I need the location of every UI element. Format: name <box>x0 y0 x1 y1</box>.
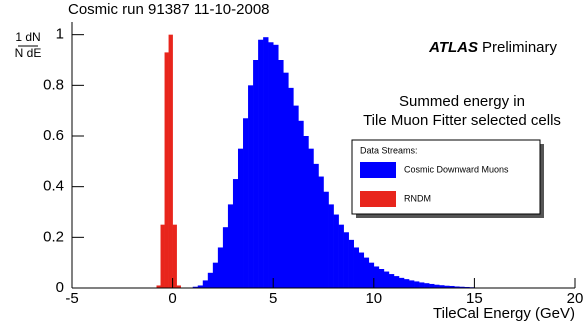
bar <box>217 247 224 288</box>
bar <box>176 285 181 288</box>
annotation: Tile Muon Fitter selected cells <box>363 112 561 129</box>
bar <box>168 34 173 288</box>
bar <box>393 276 400 288</box>
y-tick-label: 0.2 <box>43 228 64 245</box>
bar <box>202 280 209 288</box>
bar <box>156 285 161 288</box>
status: Preliminary <box>482 39 558 56</box>
bar <box>318 176 324 288</box>
bar <box>197 285 204 288</box>
x-tick-label: 20 <box>567 290 584 307</box>
bar <box>232 179 239 288</box>
bar <box>313 163 319 288</box>
bar <box>253 60 259 288</box>
legend: Data Streams: Cosmic Downward Muons RNDM <box>351 139 544 218</box>
bar <box>409 280 415 288</box>
bar <box>278 60 284 288</box>
bar <box>454 286 460 288</box>
bar <box>368 262 375 288</box>
annotation: Summed energy in <box>399 93 525 110</box>
bar <box>434 284 440 288</box>
bar <box>308 148 314 288</box>
bar <box>343 232 349 288</box>
bar <box>459 286 465 288</box>
bar <box>388 274 395 288</box>
bar <box>172 224 177 288</box>
bar <box>243 118 249 289</box>
bar <box>212 262 219 288</box>
y-label-denominator: N dE <box>15 46 42 60</box>
bar <box>293 105 299 288</box>
x-tick-label: 5 <box>269 290 277 307</box>
experiment: ATLAS <box>428 39 478 56</box>
bar <box>449 285 455 288</box>
bar <box>414 281 420 288</box>
bar <box>378 269 385 288</box>
y-tick-label: 0.4 <box>43 178 64 195</box>
bar <box>363 257 370 288</box>
bar <box>258 39 264 288</box>
legend-swatch <box>360 191 396 207</box>
bar <box>268 42 274 289</box>
bar <box>273 44 279 288</box>
x-tick-label: 0 <box>168 290 176 307</box>
bar <box>237 148 244 288</box>
legend-label: RNDM <box>404 193 431 203</box>
y-label-numerator: 1 dN <box>15 30 40 44</box>
bar <box>227 204 234 288</box>
x-tick-label: -5 <box>65 290 78 307</box>
bar <box>464 286 470 288</box>
y-tick-label: 0 <box>56 279 64 296</box>
y-tick-label: 0.6 <box>43 127 64 144</box>
bar <box>263 37 269 289</box>
bar <box>403 279 410 288</box>
bar <box>303 136 309 288</box>
bar <box>298 120 304 288</box>
bar <box>160 224 165 288</box>
y-tick-label: 0.8 <box>43 76 64 93</box>
bar <box>333 214 339 288</box>
bar <box>419 282 425 288</box>
bar <box>383 271 390 288</box>
bar <box>439 285 445 288</box>
bar <box>164 52 169 289</box>
x-tick-label: 10 <box>365 290 382 307</box>
bar <box>444 285 450 288</box>
bar <box>398 277 405 288</box>
bar <box>288 87 294 288</box>
bar <box>283 72 289 289</box>
bar <box>248 85 254 288</box>
legend-label: Cosmic Downward Muons <box>404 164 509 174</box>
legend-title: Data Streams: <box>360 145 418 155</box>
bar <box>348 239 354 288</box>
bar <box>373 266 380 288</box>
x-label: TileCal Energy (GeV) <box>433 305 575 322</box>
bar <box>424 283 430 288</box>
chart-title: Cosmic run 91387 11-10-2008 <box>68 1 270 18</box>
legend-swatch <box>360 162 396 178</box>
bar <box>207 272 214 288</box>
bar <box>353 247 360 288</box>
bar <box>192 286 199 288</box>
bar <box>323 191 329 288</box>
bar <box>222 227 229 288</box>
x-tick-label: 15 <box>466 290 483 307</box>
bar <box>429 283 435 288</box>
bar <box>328 204 334 288</box>
y-tick-label: 1 <box>56 26 64 43</box>
bar <box>358 252 365 288</box>
bar <box>338 224 344 288</box>
